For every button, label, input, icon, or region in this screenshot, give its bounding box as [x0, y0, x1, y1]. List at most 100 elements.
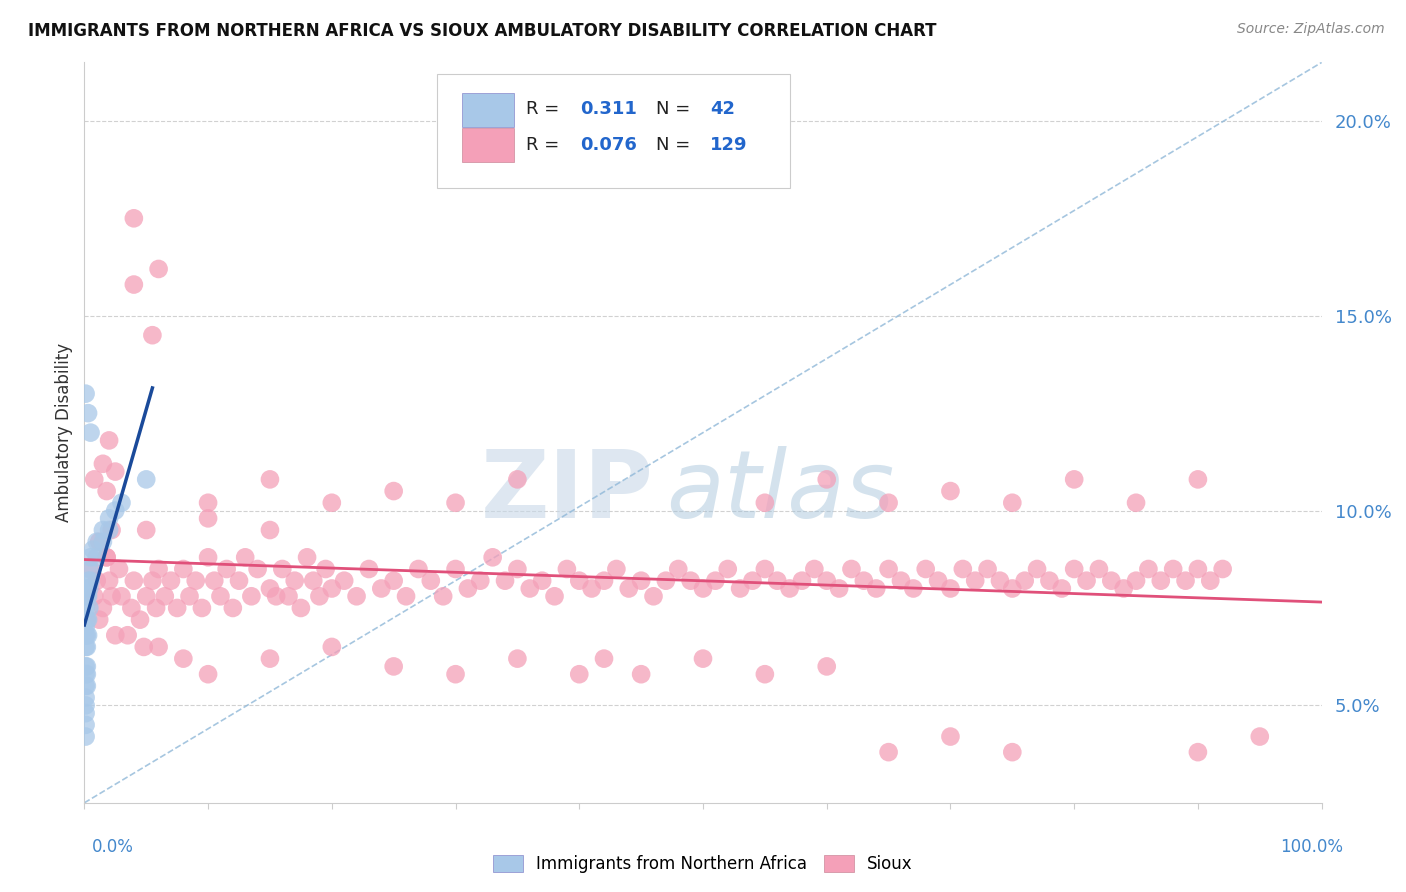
Point [395, 589, 418, 603]
Point [1099, 574, 1122, 588]
Text: 0.0%: 0.0% [91, 838, 134, 855]
Point [141, 574, 163, 588]
Point [197, 496, 219, 510]
Point [432, 589, 454, 603]
Point [76, 613, 98, 627]
Point [91, 534, 114, 549]
Point [145, 601, 167, 615]
Point [470, 574, 492, 588]
Point [83, 589, 105, 603]
Point [419, 574, 441, 588]
Point [1150, 574, 1173, 588]
Point [96, 550, 118, 565]
Point [444, 667, 467, 681]
Text: 0.311: 0.311 [581, 100, 637, 118]
Legend: Immigrants from Northern Africa, Sioux: Immigrants from Northern Africa, Sioux [486, 848, 920, 880]
Point [593, 574, 616, 588]
Point [519, 582, 541, 596]
Point [122, 574, 145, 588]
Point [1063, 472, 1085, 486]
Point [83, 472, 105, 486]
Point [939, 484, 962, 499]
Text: 129: 129 [710, 136, 748, 153]
Point [877, 745, 900, 759]
Point [581, 582, 603, 596]
Point [75, 690, 97, 705]
Point [240, 589, 263, 603]
Point [104, 628, 127, 642]
Point [228, 574, 250, 588]
Point [457, 582, 479, 596]
Point [259, 651, 281, 665]
Point [75, 730, 97, 744]
Point [75, 601, 97, 615]
Point [315, 562, 337, 576]
Point [741, 574, 763, 588]
Point [754, 496, 776, 510]
Point [197, 550, 219, 565]
Point [153, 589, 176, 603]
Point [321, 496, 343, 510]
Point [197, 511, 219, 525]
Point [1112, 582, 1135, 596]
Point [135, 589, 157, 603]
Point [357, 562, 380, 576]
Point [643, 589, 665, 603]
Point [655, 574, 678, 588]
Point [555, 562, 578, 576]
Point [877, 562, 900, 576]
Point [531, 574, 554, 588]
Point [1125, 496, 1147, 510]
Point [79, 574, 101, 588]
Point [202, 574, 225, 588]
Point [76, 628, 98, 642]
Point [630, 574, 652, 588]
Point [259, 523, 281, 537]
Point [790, 574, 813, 588]
Point [1063, 562, 1085, 576]
Point [1001, 745, 1024, 759]
Point [1161, 562, 1184, 576]
Point [129, 613, 152, 627]
Point [506, 472, 529, 486]
Point [1199, 574, 1222, 588]
Point [1187, 745, 1209, 759]
Point [122, 277, 145, 292]
Point [79, 562, 101, 576]
Point [1076, 574, 1098, 588]
Point [852, 574, 875, 588]
Point [506, 651, 529, 665]
Point [86, 550, 108, 565]
Point [98, 574, 121, 588]
Point [104, 465, 127, 479]
Point [75, 628, 97, 642]
Point [679, 574, 702, 588]
Point [976, 562, 998, 576]
Point [141, 328, 163, 343]
Text: N =: N = [657, 100, 696, 118]
Point [617, 582, 640, 596]
Point [865, 582, 887, 596]
Point [779, 582, 801, 596]
Point [1026, 562, 1049, 576]
Point [110, 496, 132, 510]
Point [803, 562, 825, 576]
Point [766, 574, 789, 588]
Point [890, 574, 912, 588]
Y-axis label: Ambulatory Disability: Ambulatory Disability [55, 343, 73, 522]
Point [444, 562, 467, 576]
Point [91, 523, 114, 537]
Point [692, 651, 714, 665]
Text: 100.0%: 100.0% [1279, 838, 1343, 855]
Point [77, 628, 100, 642]
Point [444, 496, 467, 510]
Text: IMMIGRANTS FROM NORTHERN AFRICA VS SIOUX AMBULATORY DISABILITY CORRELATION CHART: IMMIGRANTS FROM NORTHERN AFRICA VS SIOUX… [28, 22, 936, 40]
Point [89, 534, 111, 549]
Point [1088, 562, 1111, 576]
Point [75, 640, 97, 654]
Point [76, 659, 98, 673]
Point [704, 574, 727, 588]
FancyBboxPatch shape [437, 73, 790, 188]
Point [1038, 574, 1060, 588]
Point [605, 562, 627, 576]
